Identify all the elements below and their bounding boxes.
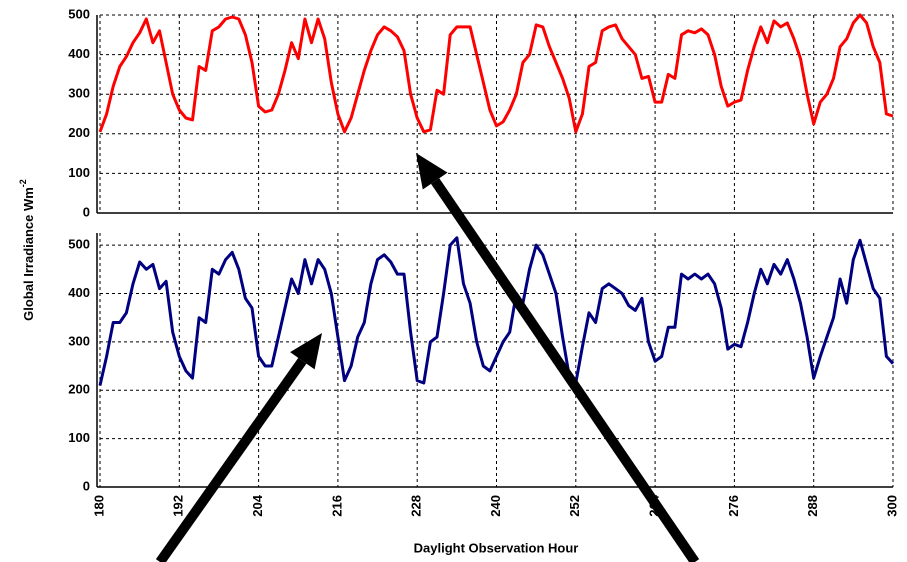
arrows xyxy=(155,153,700,562)
x-tick-label: 240 xyxy=(488,495,503,517)
arrow-head xyxy=(416,153,448,190)
arrow-shaft xyxy=(431,178,700,562)
x-tick-label: 192 xyxy=(171,495,186,517)
y-tick-label: 0 xyxy=(83,204,90,219)
y-tick-label: 300 xyxy=(68,86,90,101)
y-tick-label: 500 xyxy=(68,6,90,21)
y-tick-label: 400 xyxy=(68,46,90,61)
data-line xyxy=(98,236,895,386)
x-tick-label: 276 xyxy=(726,495,741,517)
y-tick-label: 100 xyxy=(68,430,90,445)
y-tick-label: 400 xyxy=(68,285,90,300)
x-tick-label: 228 xyxy=(409,495,424,517)
arrow-head xyxy=(290,333,322,370)
y-tick-label: 200 xyxy=(68,125,90,140)
y-tick-label: 200 xyxy=(68,382,90,397)
y-label-text: Global Irradiance Wm xyxy=(21,187,36,321)
x-tick-label: 204 xyxy=(250,494,265,516)
y-label-superscript: -2 xyxy=(18,179,28,187)
x-axis-label: Daylight Observation Hour xyxy=(414,540,579,555)
y-tick-label: 500 xyxy=(68,237,90,252)
x-tick-label: 180 xyxy=(91,495,106,517)
x-tick-label: 300 xyxy=(884,495,899,517)
arrow-shaft xyxy=(155,357,307,562)
data-line xyxy=(98,13,894,134)
y-axis-label: Global Irradiance Wm-2 xyxy=(18,179,36,321)
x-tick-label: 252 xyxy=(567,495,582,517)
x-tick-label: 288 xyxy=(805,495,820,517)
y-tick-label: 300 xyxy=(68,333,90,348)
y-tick-label: 100 xyxy=(68,165,90,180)
x-tick-label: 216 xyxy=(329,495,344,517)
y-tick-label: 0 xyxy=(83,478,90,493)
